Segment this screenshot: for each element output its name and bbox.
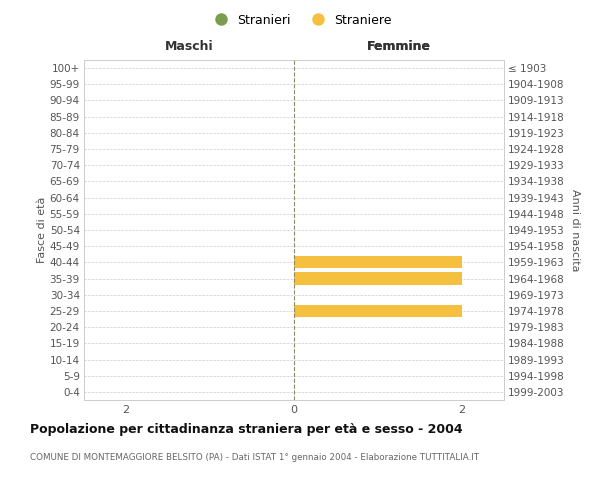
Bar: [294, 256, 462, 268]
Legend: Stranieri, Straniere: Stranieri, Straniere: [203, 8, 397, 32]
Y-axis label: Fasce di età: Fasce di età: [37, 197, 47, 263]
Bar: [294, 272, 462, 284]
Y-axis label: Anni di nascita: Anni di nascita: [571, 188, 580, 271]
Text: Femmine: Femmine: [367, 40, 431, 53]
Text: COMUNE DI MONTEMAGGIORE BELSITO (PA) - Dati ISTAT 1° gennaio 2004 - Elaborazione: COMUNE DI MONTEMAGGIORE BELSITO (PA) - D…: [30, 452, 479, 462]
Text: Popolazione per cittadinanza straniera per età e sesso - 2004: Popolazione per cittadinanza straniera p…: [30, 422, 463, 436]
Text: Maschi: Maschi: [164, 40, 214, 53]
Text: Femmine: Femmine: [367, 40, 431, 53]
Bar: [294, 305, 462, 317]
